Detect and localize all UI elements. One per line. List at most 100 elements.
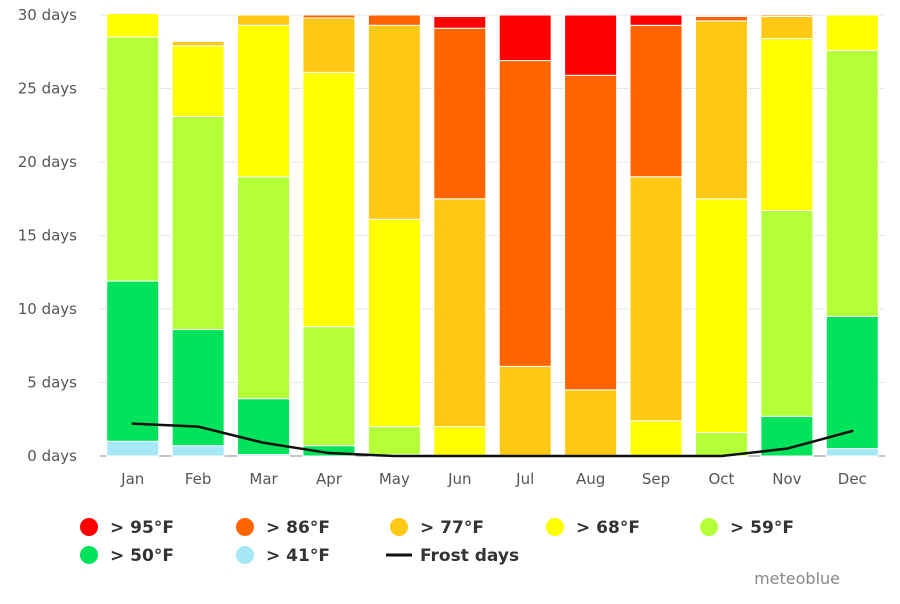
bar-stack-may[interactable]	[367, 14, 421, 457]
y-tick-label: 0 days	[27, 447, 77, 465]
x-tick-label: Aug	[576, 470, 605, 488]
bar-segment[interactable]	[237, 24, 291, 178]
x-tick-label: Jan	[120, 470, 144, 488]
bar-segment[interactable]	[302, 326, 356, 447]
bar-segment[interactable]	[302, 17, 356, 73]
bar-segment[interactable]	[629, 24, 683, 178]
bar-stack-aug[interactable]	[564, 14, 618, 457]
bar-segment[interactable]	[498, 14, 552, 62]
legend-swatch	[546, 518, 564, 536]
bar-stack-jul[interactable]	[498, 14, 552, 457]
bar-segment[interactable]	[171, 445, 225, 457]
bar-segment[interactable]	[106, 13, 160, 38]
bar-segment[interactable]	[825, 448, 879, 457]
bar-segment[interactable]	[760, 14, 814, 17]
bar-segment[interactable]	[367, 14, 421, 26]
legend-swatch	[700, 518, 718, 536]
bar-segment[interactable]	[302, 14, 356, 19]
bar-stack-apr[interactable]	[302, 14, 356, 457]
legend-item[interactable]: > 41°F	[236, 546, 330, 566]
bar-segment[interactable]	[302, 71, 356, 328]
legend-item[interactable]: > 77°F	[390, 518, 484, 538]
bar-stack-feb[interactable]	[171, 40, 225, 457]
bar-stack-jun[interactable]	[433, 15, 487, 457]
credit-text[interactable]: meteoblue	[754, 569, 840, 588]
bar-stack-jan[interactable]	[106, 13, 160, 457]
bar-segment[interactable]	[367, 24, 421, 220]
x-tick-label: May	[379, 470, 410, 488]
legend-label: > 86°F	[266, 518, 330, 538]
bar-segment[interactable]	[106, 440, 160, 457]
bar-segment[interactable]	[237, 14, 291, 26]
bar-segment[interactable]	[171, 115, 225, 331]
bar-segment[interactable]	[433, 27, 487, 200]
bar-segment[interactable]	[694, 15, 748, 22]
bar-segment[interactable]	[106, 280, 160, 442]
bar-segment[interactable]	[237, 176, 291, 400]
bar-segment[interactable]	[564, 74, 618, 391]
x-tick-label: Mar	[249, 470, 278, 488]
bar-segment[interactable]	[367, 426, 421, 456]
bar-segment[interactable]	[106, 36, 160, 282]
x-tick-label: Oct	[708, 470, 734, 488]
legend-swatch	[80, 546, 98, 564]
x-tick-label: Nov	[772, 470, 801, 488]
legend-item[interactable]: > 68°F	[546, 518, 640, 538]
bar-segment[interactable]	[564, 14, 618, 76]
bar-segment[interactable]	[564, 389, 618, 457]
bar-segment[interactable]	[629, 176, 683, 422]
bar-segment[interactable]	[760, 15, 814, 40]
bar-segment[interactable]	[694, 20, 748, 200]
bar-segment[interactable]	[760, 210, 814, 417]
x-tick-label: Sep	[642, 470, 670, 488]
legend-label: > 77°F	[420, 518, 484, 538]
bar-stack-dec[interactable]	[825, 14, 879, 457]
y-tick-label: 25 days	[18, 80, 77, 98]
frost-days-line[interactable]	[131, 422, 854, 458]
bar-stack-oct[interactable]	[694, 15, 748, 457]
x-tick-label: Feb	[185, 470, 212, 488]
bar-segment[interactable]	[433, 15, 487, 29]
bar-stack-nov[interactable]	[760, 14, 814, 457]
x-tick-label: Jun	[447, 470, 471, 488]
legend-label: > 95°F	[110, 518, 174, 538]
bar-segment[interactable]	[433, 198, 487, 428]
legend-item[interactable]: Frost days	[386, 546, 519, 566]
y-tick-label: 10 days	[18, 300, 77, 318]
bar-segment[interactable]	[498, 365, 552, 457]
bar-stack-sep[interactable]	[629, 14, 683, 457]
legend-label: > 59°F	[730, 518, 794, 538]
bar-segment[interactable]	[629, 14, 683, 26]
bar-segment[interactable]	[825, 315, 879, 450]
legend[interactable]: > 95°F > 86°F > 77°F > 68°F > 59°F > 50°F > 41…	[80, 518, 794, 566]
legend-item[interactable]: > 95°F	[80, 518, 174, 538]
bar-stack-mar[interactable]	[237, 14, 291, 457]
legend-item[interactable]: > 59°F	[700, 518, 794, 538]
legend-swatch	[236, 546, 254, 564]
x-tick-label: Jul	[515, 470, 534, 488]
bar-segment[interactable]	[367, 218, 421, 428]
bar-segment[interactable]	[825, 14, 879, 51]
bar-segment[interactable]	[171, 45, 225, 117]
y-tick-label: 5 days	[27, 374, 77, 392]
legend-item[interactable]: > 86°F	[236, 518, 330, 538]
legend-label: > 50°F	[110, 546, 174, 566]
bar-segment[interactable]	[694, 198, 748, 433]
x-tick-label: Apr	[316, 470, 343, 488]
y-tick-label: 20 days	[18, 153, 77, 171]
legend-label: > 41°F	[266, 546, 330, 566]
bar-segment[interactable]	[498, 60, 552, 367]
legend-item[interactable]: > 50°F	[80, 546, 174, 566]
bar-segment[interactable]	[171, 329, 225, 447]
x-tick-label: Dec	[838, 470, 867, 488]
bar-segment[interactable]	[171, 40, 225, 47]
frost-days-line-layer	[131, 422, 854, 458]
bars	[106, 13, 879, 457]
bar-segment[interactable]	[629, 420, 683, 457]
bar-segment[interactable]	[825, 49, 879, 317]
legend-swatch	[80, 518, 98, 536]
bar-segment[interactable]	[433, 426, 487, 457]
bar-segment[interactable]	[760, 38, 814, 212]
bar-segment[interactable]	[694, 431, 748, 457]
